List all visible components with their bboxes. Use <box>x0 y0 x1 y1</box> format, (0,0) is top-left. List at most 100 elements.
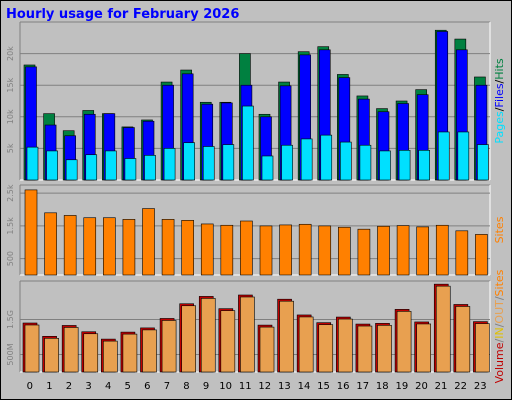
pages-bar <box>183 142 195 181</box>
sites-bar <box>161 219 175 276</box>
y-tick-label: 500M <box>6 343 15 365</box>
sites-bar <box>435 224 449 276</box>
pages-bar <box>359 144 372 181</box>
x-tick-label: 10 <box>219 381 232 392</box>
y-tick-label: 20k <box>6 46 15 61</box>
legend-entry: / <box>493 107 506 111</box>
chart-panel-2: 500M 1.5G Volume/IN/OUT/Sites <box>6 269 506 383</box>
sites-bar <box>455 230 469 276</box>
volume-out-bar <box>142 329 157 373</box>
x-tick-label: 1 <box>46 381 52 392</box>
x-tick-label: 17 <box>356 381 369 392</box>
sites-bar <box>103 217 116 276</box>
plot-area <box>20 185 490 275</box>
x-tick-label: 15 <box>317 381 330 392</box>
pages-bar <box>105 150 117 181</box>
legend-entry: Hits <box>493 58 506 80</box>
y-tick-label: 500 <box>6 251 15 266</box>
x-tick-label: 7 <box>164 381 170 392</box>
pages-bar <box>65 159 78 181</box>
sites-bar <box>298 223 312 276</box>
x-tick-label: 23 <box>474 381 487 392</box>
sites-bar <box>279 224 292 276</box>
pages-bar <box>124 158 137 181</box>
sites-bar <box>357 228 371 276</box>
x-tick-label: 20 <box>415 381 428 392</box>
volume-out-bar <box>24 324 40 373</box>
x-tick-label: 11 <box>239 381 252 392</box>
volume-out-bar <box>377 325 392 373</box>
legend-entry: / <box>493 323 506 327</box>
legend-entry: Pages <box>493 111 506 144</box>
y-tick-label: 2.5k <box>6 184 15 202</box>
chart-title: Hourly usage for February 2026 <box>6 7 240 22</box>
pages-bar <box>457 131 470 181</box>
volume-out-bar <box>259 326 275 373</box>
sites-bar <box>142 208 155 276</box>
sites-bar <box>240 220 253 276</box>
volume-out-bar <box>200 298 216 373</box>
sites-bar <box>220 224 234 276</box>
x-tick-label: 19 <box>396 381 409 392</box>
pages-bar <box>144 155 156 181</box>
sites-bar <box>416 226 429 276</box>
legend-entry: Files <box>493 83 506 107</box>
pages-bar <box>379 150 391 181</box>
panel-legend: Volume/IN/OUT/Sites <box>493 269 506 383</box>
volume-out-bar <box>240 296 255 373</box>
sites-bar <box>181 220 194 276</box>
x-tick-label: 4 <box>105 381 111 392</box>
pages-bar <box>477 144 489 181</box>
pages-bar <box>163 148 176 181</box>
sites-bar <box>318 225 332 276</box>
pages-bar <box>85 154 98 181</box>
legend-entry: Sites <box>493 216 506 243</box>
pages-bar <box>281 144 293 181</box>
x-tick-label: 0 <box>27 381 33 392</box>
x-tick-label: 18 <box>376 381 389 392</box>
volume-out-bar <box>455 306 471 373</box>
sites-bar <box>122 219 136 276</box>
volume-out-bar <box>357 325 373 373</box>
x-tick-label: 12 <box>258 381 271 392</box>
legend-entry: / <box>493 79 506 83</box>
volume-out-bar <box>318 324 334 373</box>
legend-entry: Volume <box>493 342 506 383</box>
volume-out-bar <box>475 323 490 373</box>
pages-bar <box>46 150 58 181</box>
pages-bar <box>222 144 235 181</box>
pages-bar <box>261 155 274 181</box>
x-tick-label: 3 <box>85 381 91 392</box>
plot-area <box>20 281 490 372</box>
pages-bar <box>320 134 333 181</box>
y-tick-label: 5k <box>6 143 15 153</box>
sites-bar <box>200 223 214 276</box>
sites-bar <box>44 212 57 276</box>
pages-bar <box>300 138 313 181</box>
pages-bar <box>242 105 254 181</box>
x-tick-label: 9 <box>203 381 209 392</box>
volume-out-bar <box>44 337 59 373</box>
x-tick-label: 22 <box>454 381 467 392</box>
x-tick-label: 2 <box>66 381 72 392</box>
y-tick-label: 1.5G <box>6 310 15 329</box>
volume-out-bar <box>396 311 412 373</box>
volume-out-bar <box>122 333 138 373</box>
sites-bar <box>396 225 410 276</box>
volume-out-bar <box>416 323 431 373</box>
legend-entry: / <box>493 339 506 343</box>
plot-area <box>20 22 490 180</box>
volume-out-bar <box>220 310 236 373</box>
volume-out-bar <box>435 285 451 373</box>
volume-out-bar <box>181 305 196 373</box>
pages-bar <box>26 146 39 181</box>
pages-bar <box>398 149 411 181</box>
x-tick-label: 5 <box>125 381 131 392</box>
sites-bar <box>259 225 273 276</box>
volume-out-bar <box>338 318 353 373</box>
x-tick-label: 21 <box>435 381 448 392</box>
sites-bar <box>63 215 77 276</box>
x-tick-label: 13 <box>278 381 291 392</box>
